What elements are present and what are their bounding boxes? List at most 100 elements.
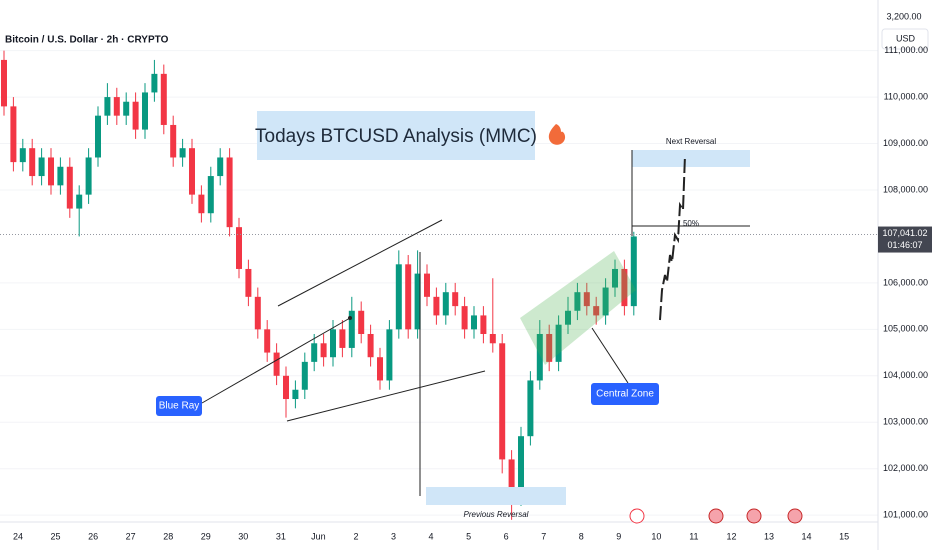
candle-body [583, 292, 590, 307]
previous-reversal-box [426, 487, 566, 505]
previous-reversal-label: Previous Reversal [464, 510, 529, 519]
candle-body [499, 343, 506, 460]
countdown-label: 01:46:07 [887, 240, 922, 250]
candle-body [480, 315, 487, 334]
candle-body [414, 273, 421, 330]
pointer-dot [348, 316, 352, 320]
candle-body [489, 333, 496, 344]
last-price-box [878, 226, 932, 253]
x-tick-label: 8 [579, 531, 584, 541]
candle-body [123, 101, 130, 116]
candle-body [245, 268, 252, 297]
candle-body [612, 268, 618, 288]
candle-body [386, 329, 393, 381]
candle-body [198, 194, 205, 214]
candle-body [29, 148, 36, 177]
candle-body [217, 157, 224, 177]
central-zone-channel [520, 251, 636, 365]
blue-ray-label: Blue Ray [159, 401, 200, 412]
y-tick-label: 106,000.00 [883, 277, 928, 287]
next-reversal-box [632, 150, 750, 167]
candle-body [536, 333, 543, 381]
candle-body [254, 296, 261, 330]
analysis-title: Todays BTCUSD Analysis (MMC) [255, 126, 537, 147]
x-tick-label: 6 [504, 531, 509, 541]
candle-body [236, 227, 242, 269]
fifty-label: 50% [683, 219, 699, 228]
event-icon[interactable] [746, 508, 762, 524]
candle-body [320, 343, 327, 358]
candle-body [358, 310, 365, 334]
x-tick-label: 31 [276, 531, 286, 541]
x-tick-label: 10 [651, 531, 661, 541]
x-tick-label: 26 [88, 531, 98, 541]
candle-body [395, 264, 402, 330]
x-tick-label: 30 [238, 531, 248, 541]
candle-body [95, 115, 101, 158]
candle-body [602, 287, 609, 316]
candle-body [76, 194, 83, 209]
x-tick-label: 27 [126, 531, 136, 541]
candle-body [10, 106, 17, 163]
y-tick-label: 103,000.00 [883, 417, 928, 427]
candle-body [471, 315, 477, 330]
x-tick-label: 9 [616, 531, 621, 541]
candle-body [424, 273, 430, 297]
candle-body [1, 59, 7, 107]
candle-body [630, 236, 637, 307]
candle-body [104, 97, 111, 116]
currency-button[interactable] [881, 28, 929, 50]
x-tick-label: 3 [391, 531, 396, 541]
x-tick-label: 12 [726, 531, 736, 541]
candle-body [452, 292, 459, 307]
candle-body [273, 352, 280, 376]
candle-body [461, 306, 468, 330]
projection-path [659, 154, 686, 321]
symbol-header: Bitcoin / U.S. Dollar · 2h · CRYPTO [5, 35, 169, 46]
x-tick-label: 28 [163, 531, 173, 541]
candle-body [179, 148, 186, 158]
y-tick-label: 111,000.00 [884, 45, 928, 55]
y-tick-label: 109,000.00 [883, 138, 928, 148]
candle-body [132, 101, 139, 130]
candle-body [48, 157, 54, 186]
candle-body [160, 73, 167, 125]
candle-body [565, 310, 571, 325]
x-tick-label: 4 [429, 531, 434, 541]
x-tick-label: 7 [541, 531, 546, 541]
event-icon[interactable] [787, 508, 803, 524]
candle-body [377, 357, 383, 381]
currency-label[interactable]: USD [896, 33, 916, 43]
candle-body [555, 324, 562, 362]
candle-body [330, 329, 336, 358]
candle-body [433, 296, 440, 316]
x-tick-label: 2 [353, 531, 358, 541]
x-tick-label: 25 [51, 531, 61, 541]
candle-body [311, 343, 318, 362]
y-tick-label: 104,000.00 [883, 370, 928, 380]
blue-ray-label-box [156, 396, 202, 416]
candle-body [57, 166, 64, 186]
candle-body [574, 292, 581, 311]
event-icons [629, 508, 803, 524]
candle-body [518, 436, 524, 497]
candle-body [621, 268, 628, 307]
flame-icon [548, 124, 566, 145]
candle-body [189, 148, 195, 195]
candle-body [66, 166, 73, 209]
y-tick-label: 110,000.00 [884, 91, 928, 101]
central-zone-label: Central Zone [596, 389, 654, 400]
candle-body [301, 361, 308, 390]
x-tick-label: 13 [764, 531, 774, 541]
event-icon[interactable] [629, 508, 645, 524]
wedge-lower [286, 370, 486, 422]
x-tick-label: 24 [13, 531, 23, 541]
event-icon[interactable] [708, 508, 724, 524]
x-tick-label: 5 [466, 531, 471, 541]
candle-body [405, 264, 412, 330]
wedge-upper [277, 219, 443, 307]
candle-body [85, 157, 92, 195]
x-tick-label: 11 [689, 531, 698, 541]
candle-body [508, 459, 515, 497]
